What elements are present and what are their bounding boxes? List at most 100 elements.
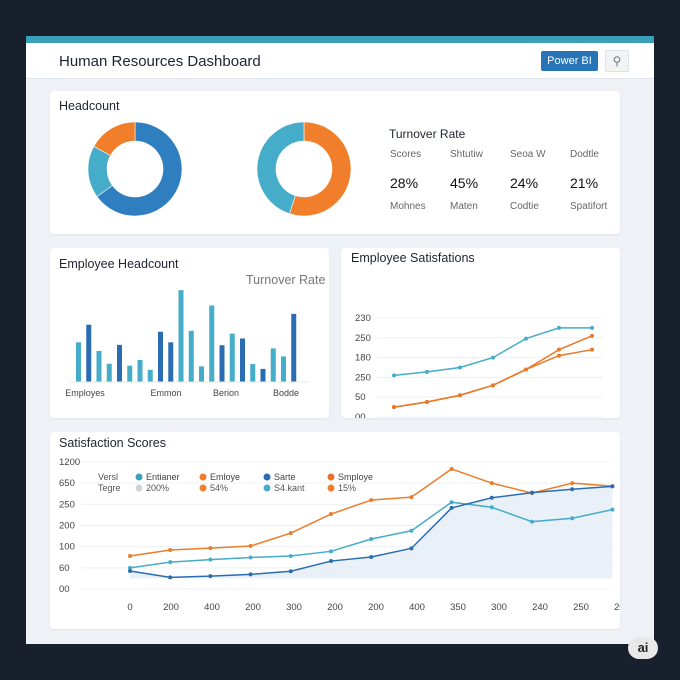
data-point	[557, 353, 561, 358]
y-tick-label: 250	[59, 499, 75, 510]
data-point	[489, 495, 494, 500]
data-point	[489, 481, 494, 486]
stat-label: Shtutiw	[450, 149, 483, 160]
turnover-stat: Shtutiw 45% Maten	[450, 149, 483, 212]
data-point	[530, 490, 534, 495]
turnover-title: Turnover Rate	[389, 127, 466, 141]
data-point	[425, 399, 429, 404]
header: Human Resources Dashboard Power BI ⚲	[26, 43, 654, 79]
stat-label: Seoa W	[510, 149, 546, 160]
accent-stripe	[26, 36, 654, 43]
data-point	[288, 531, 293, 536]
bar	[209, 305, 215, 382]
legend-item: Entianer	[146, 472, 180, 482]
legend-item: 54%	[210, 483, 228, 493]
legend-dot	[199, 473, 207, 481]
legend-dot	[327, 484, 335, 492]
y-tick-label: 250	[355, 333, 371, 344]
data-point	[524, 367, 528, 372]
legend-item: Smploye	[338, 472, 373, 482]
stat-value: 28%	[390, 175, 419, 191]
data-point	[610, 484, 615, 489]
data-point	[128, 553, 132, 558]
stat-label: Dodtle	[570, 149, 599, 160]
bar	[76, 342, 81, 382]
download-button[interactable]: ⚲	[605, 50, 629, 72]
bar	[117, 344, 122, 382]
bar	[188, 330, 194, 382]
y-tick-label: 1200	[59, 457, 80, 468]
donut-charts	[87, 121, 352, 217]
bar	[178, 290, 184, 382]
data-point	[369, 555, 374, 560]
bar	[158, 331, 163, 382]
legend-dot	[135, 484, 143, 492]
bar	[291, 313, 297, 382]
turnover-stat: Seoa W 24% Codtie	[510, 149, 546, 212]
employee-headcount-card: Employee Headcount Turnover Rate Employe…	[50, 248, 329, 418]
x-tick-label: 350	[450, 602, 466, 613]
bar	[127, 365, 133, 382]
x-tick-label: 400	[409, 602, 425, 613]
data-point	[409, 528, 414, 533]
data-point	[208, 574, 213, 579]
data-point	[409, 546, 414, 551]
donut2-slice	[256, 121, 305, 215]
stat-sub: Mohnes	[390, 201, 426, 212]
data-point	[570, 481, 575, 486]
x-tick-label: 300	[491, 602, 507, 613]
x-tick-label: Employes	[65, 388, 105, 398]
data-point	[610, 507, 615, 512]
y-tick-label: 50	[355, 392, 366, 403]
x-tick-label: Bodde	[273, 388, 299, 398]
data-point	[530, 519, 534, 524]
bar	[250, 364, 256, 382]
power-bi-button[interactable]: Power BI	[541, 51, 598, 71]
data-point	[590, 347, 594, 352]
download-icon: ⚲	[612, 54, 622, 68]
data-point	[208, 557, 213, 562]
data-point	[248, 544, 253, 549]
data-point	[570, 516, 575, 521]
bar	[106, 363, 112, 382]
legend-item: 200%	[146, 483, 169, 493]
x-tick-label: 200	[368, 602, 384, 613]
stat-sub: Maten	[450, 201, 478, 212]
headcount-title: Headcount	[59, 99, 120, 113]
ai-badge: ai	[628, 637, 658, 659]
stat-label: Scores	[390, 149, 422, 160]
stat-sub: Spatifort	[570, 201, 608, 212]
data-point	[128, 565, 132, 570]
y-tick-label: 100	[59, 542, 75, 553]
turnover-stat: Scores 28% Mohnes	[390, 149, 426, 212]
x-tick-label: 250	[573, 602, 589, 613]
bar	[281, 356, 286, 382]
bar	[96, 350, 102, 382]
y-tick-label: 00	[355, 412, 366, 418]
data-point	[557, 347, 561, 352]
bar	[260, 368, 266, 382]
data-point	[288, 569, 293, 574]
x-tick-label: 200	[327, 602, 343, 613]
bar	[199, 366, 204, 382]
stat-sub: Codtie	[510, 201, 539, 212]
data-point	[425, 369, 429, 374]
page-title: Human Resources Dashboard	[59, 53, 261, 70]
bar	[168, 342, 174, 382]
chart-title: Employee Satisfations	[351, 251, 475, 265]
y-tick-label: 230	[355, 313, 371, 324]
stat-value: 24%	[510, 175, 539, 191]
legend-dot	[263, 484, 271, 492]
x-tick-label: Berion	[213, 388, 239, 398]
x-tick-label: 300	[286, 602, 302, 613]
legend-item: Emloye	[210, 472, 240, 482]
y-tick-label: 180	[355, 353, 371, 364]
legend-dot	[135, 473, 143, 481]
x-tick-label: 400	[204, 602, 220, 613]
y-tick-label: 00	[59, 584, 70, 595]
employee-satisfaction-card: Employee Satisfations 230250180250500010…	[341, 248, 620, 418]
y-tick-label: 60	[59, 563, 70, 574]
y-tick-label: 200	[59, 520, 75, 531]
data-point	[208, 546, 213, 551]
